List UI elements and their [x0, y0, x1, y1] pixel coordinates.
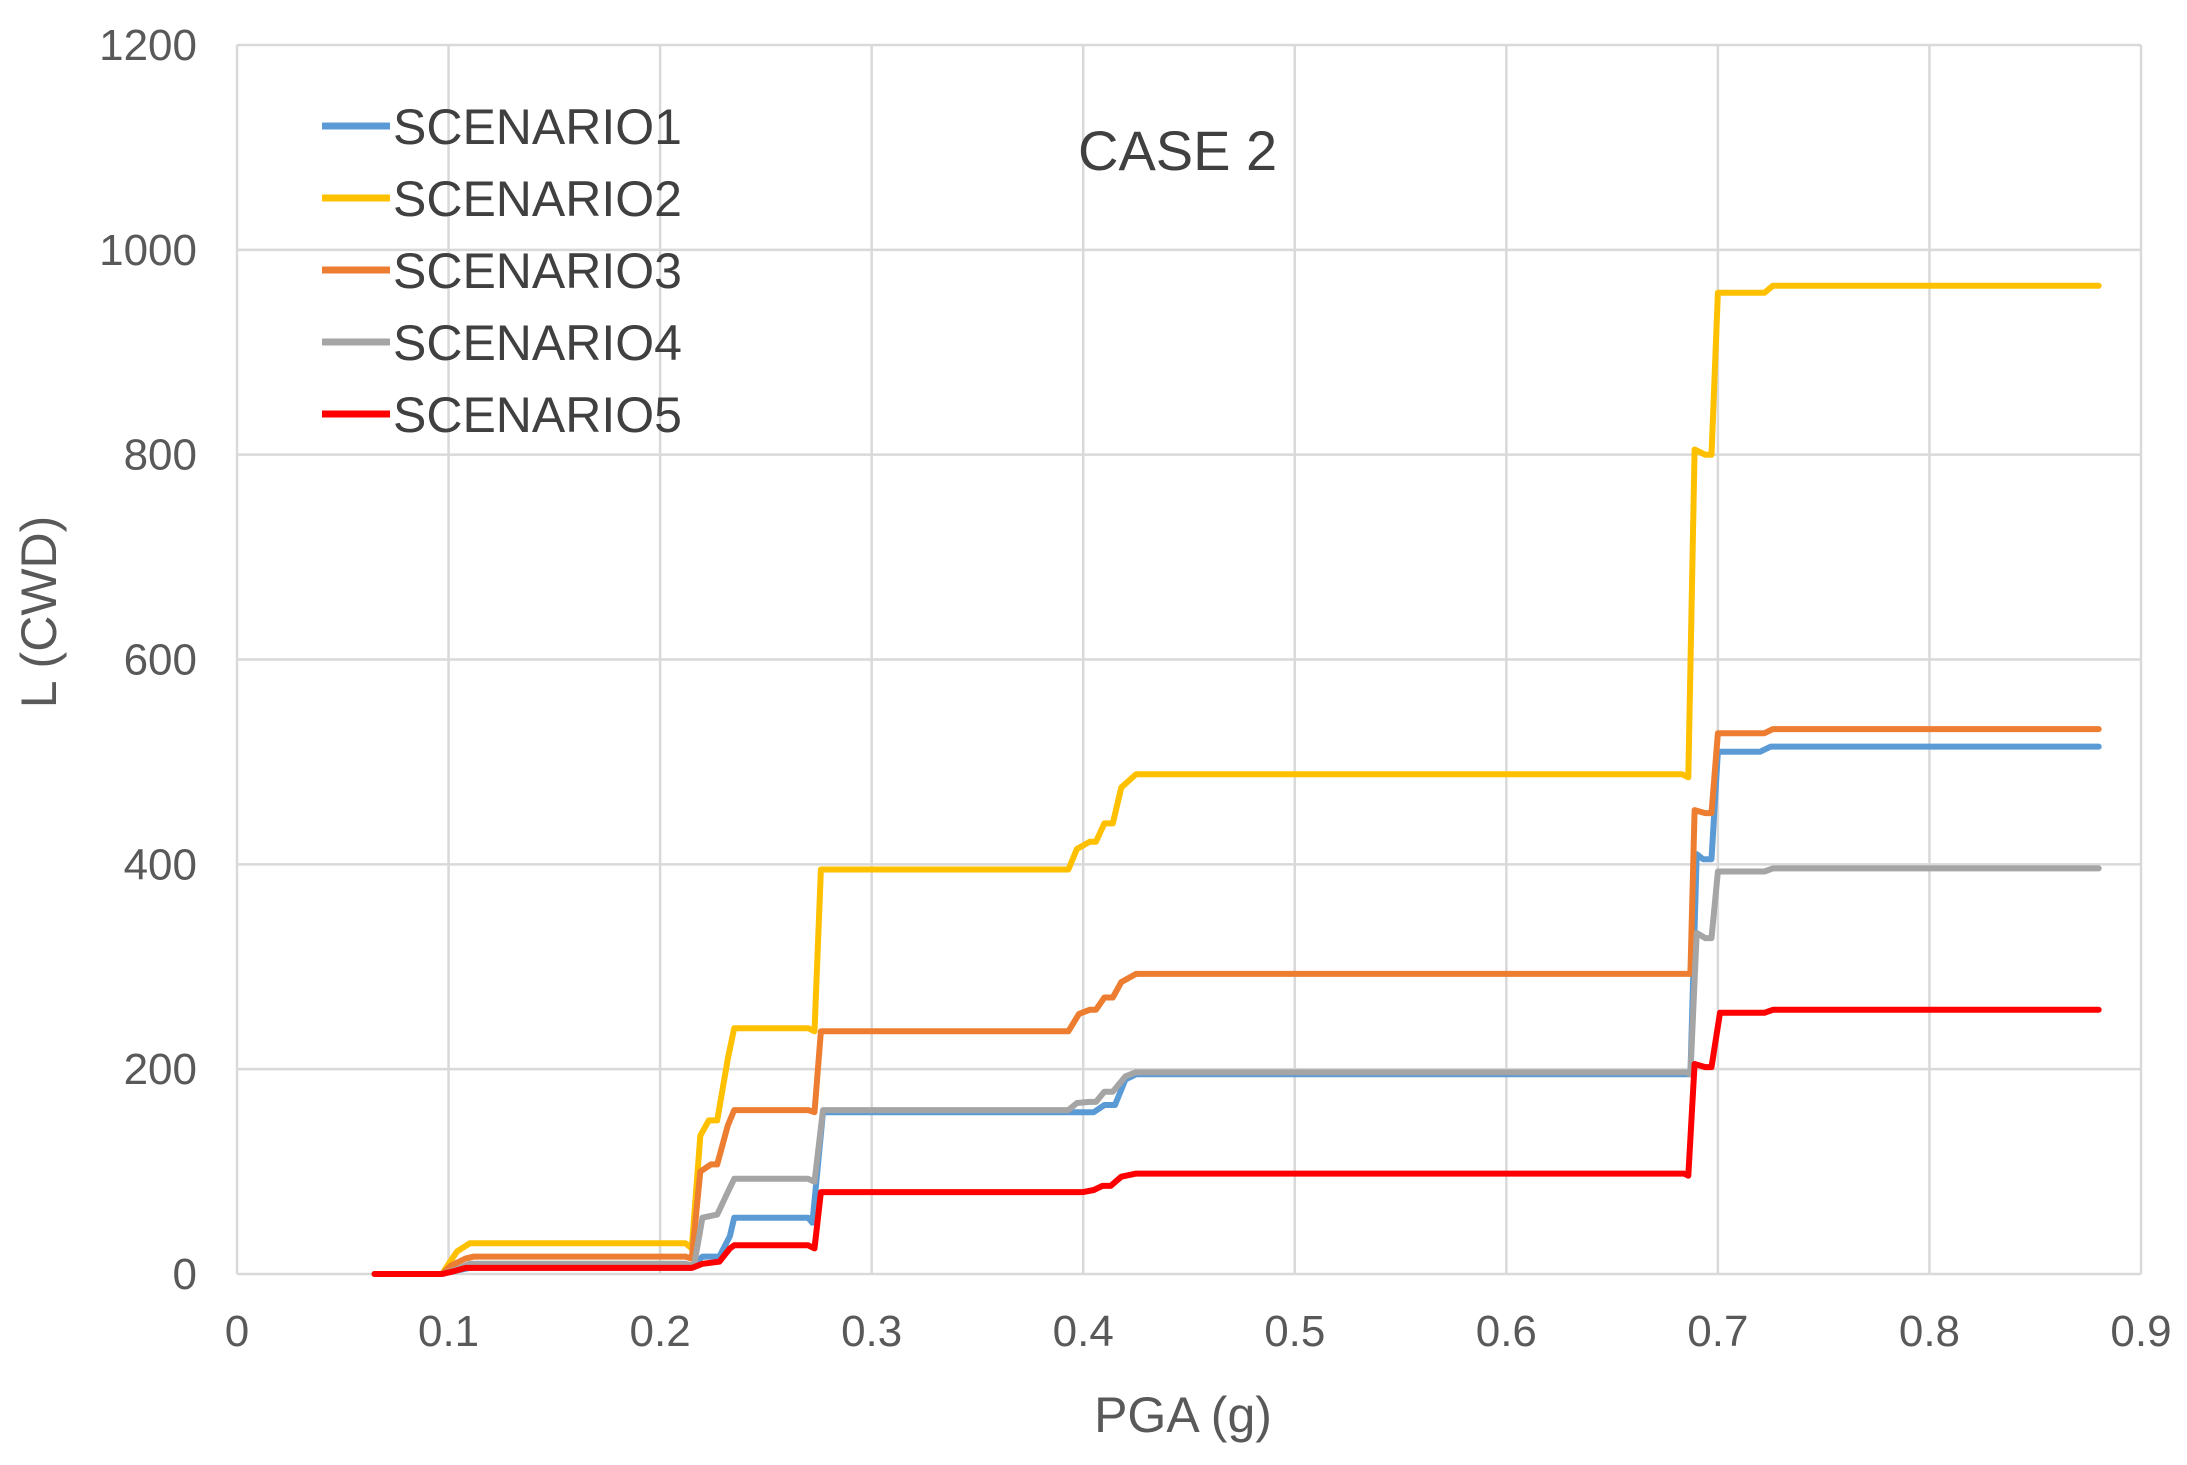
x-tick-label: 0.7 [1687, 1307, 1748, 1356]
y-tick-label: 600 [124, 636, 197, 685]
series-line-scenario1 [371, 743, 2102, 1277]
x-tick-labels: 0 0.1 0.2 0.3 0.4 0.5 0.6 0.7 0.8 0.9 [225, 1307, 2172, 1356]
x-tick-label: 0.5 [1264, 1307, 1325, 1356]
x-tick-label: 0.2 [630, 1307, 691, 1356]
y-tick-label: 200 [124, 1045, 197, 1094]
y-tick-label: 1200 [99, 21, 197, 70]
legend-label: SCENARIO3 [393, 243, 682, 299]
x-axis-title: PGA (g) [1094, 1387, 1272, 1443]
x-tick-label: 0 [225, 1307, 249, 1356]
y-tick-labels: 0 200 400 600 800 1000 1200 [99, 21, 197, 1299]
x-tick-label: 0.1 [418, 1307, 479, 1356]
y-tick-label: 1000 [99, 226, 197, 275]
series-line-scenario5 [371, 1006, 2102, 1277]
series-lines [371, 282, 2102, 1277]
series-line-scenario2 [371, 282, 2102, 1277]
legend-label: SCENARIO2 [393, 171, 682, 227]
series-line-scenario4 [371, 865, 2102, 1277]
y-tick-label: 800 [124, 431, 197, 480]
x-tick-label: 0.4 [1053, 1307, 1114, 1356]
case-annotation: CASE 2 [1078, 119, 1277, 182]
x-tick-label: 0.9 [2110, 1307, 2171, 1356]
y-tick-label: 0 [173, 1250, 197, 1299]
grid-horizontal-lines [237, 43, 2141, 1276]
series-line-scenario3 [371, 726, 2102, 1277]
x-tick-label: 0.3 [841, 1307, 902, 1356]
x-tick-label: 0.8 [1899, 1307, 1960, 1356]
legend-label: SCENARIO1 [393, 99, 682, 155]
x-tick-label: 0.6 [1476, 1307, 1537, 1356]
legend-label: SCENARIO4 [393, 315, 682, 371]
legend: SCENARIO1 SCENARIO2 SCENARIO3 SCENARIO4 SCEN… [322, 99, 682, 443]
legend-label: SCENARIO5 [393, 387, 682, 443]
y-axis-title: L (CWD) [11, 516, 67, 709]
y-tick-label: 400 [124, 840, 197, 889]
